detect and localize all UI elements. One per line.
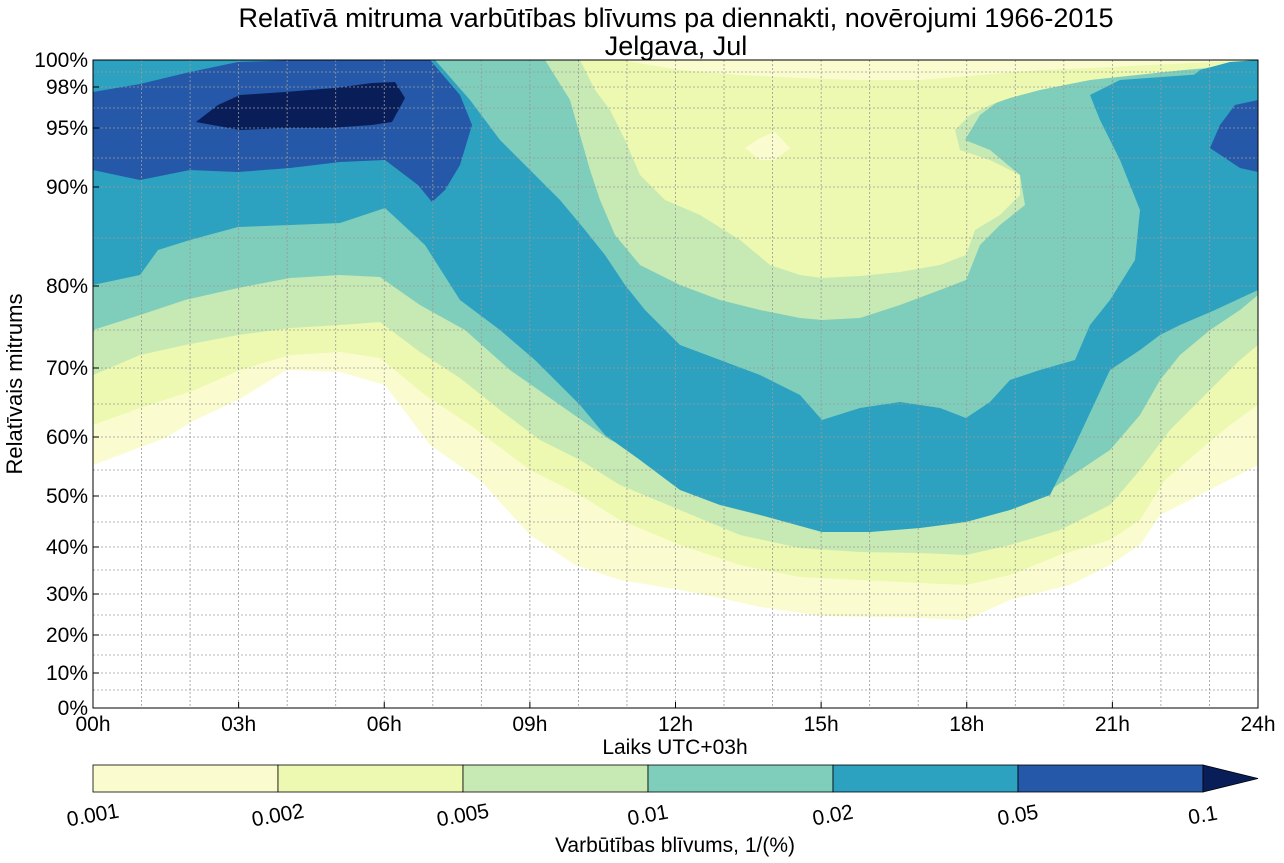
y-tick-label: 50% [46,485,88,508]
colorbar-label: Varbūtības blīvums, 1/(%) [555,834,795,857]
x-tick-label: 06h [367,713,402,736]
colorbar-segment [832,764,1019,793]
y-tick-label: 60% [46,426,88,449]
x-tick-label: 12h [658,713,693,736]
y-tick-label: 90% [46,176,88,199]
colorbar-tick-label: 0.01 [626,801,670,831]
x-tick-label: 03h [221,713,256,736]
colorbar-segment [277,764,464,793]
y-tick-label: 40% [46,536,88,559]
colorbar-tick-label: 0.02 [811,801,855,831]
contour-band-01 [196,82,405,130]
contour-pocket-0001 [620,60,1258,80]
contour-band-005-top [93,60,238,70]
y-tick-label: 20% [46,624,88,647]
y-tick-label: 70% [46,357,88,380]
y-tick-label: 95% [46,117,88,140]
colorbar-tick-label: 0.002 [250,800,306,832]
colorbar-segment [462,764,649,793]
x-tick-label: 21h [1095,713,1130,736]
y-tick-label: 98% [46,76,88,99]
x-tick-label: 18h [949,713,984,736]
chart-title: Relatīvā mitruma varbūtības blīvums pa d… [239,3,1114,33]
x-tick-label: 09h [512,713,547,736]
colorbar-tick-label: 0.005 [435,800,491,832]
colorbar-segment [1017,764,1204,793]
colorbar: 0.001 0.002 0.005 0.01 0.02 0.05 0.1 [65,764,1259,832]
colorbar-segment [647,764,834,793]
colorbar-segment [92,764,279,793]
colorbar-tick-label: 0.1 [1187,802,1220,830]
colorbar-tick-label: 0.001 [65,800,121,832]
y-axis-ticks: 0% 10% 20% 30% 40% 50% 60% 70% 80% 90% 95% 98% 100% [34,49,99,720]
x-axis-ticks: 00h 03h 06h 09h 12h 15h 18h 21h 24h [75,702,1276,736]
y-tick-label: 100% [34,49,88,72]
contour-lobe-002-right [1190,60,1258,78]
x-tick-label: 15h [804,713,839,736]
chart-subtitle: Jelgava, Jul [605,31,748,61]
y-tick-label: 10% [46,662,88,685]
contour-pocket-0002 [580,60,1258,278]
x-tick-label: 24h [1240,713,1275,736]
x-axis-label: Laiks UTC+03h [602,736,747,759]
y-tick-label: 80% [46,275,88,298]
x-tick-label: 00h [75,713,110,736]
grid-lines [93,60,1258,708]
colorbar-extend-arrow [1202,764,1259,793]
contour-pocket-0001-spot [745,132,790,160]
y-tick-label: 0% [58,697,88,720]
y-tick-label: 30% [46,583,88,606]
contour-lobe-005-right [1210,100,1258,172]
colorbar-tick-label: 0.05 [996,801,1040,831]
y-axis-label: Relatīvais mitrums [2,294,27,475]
